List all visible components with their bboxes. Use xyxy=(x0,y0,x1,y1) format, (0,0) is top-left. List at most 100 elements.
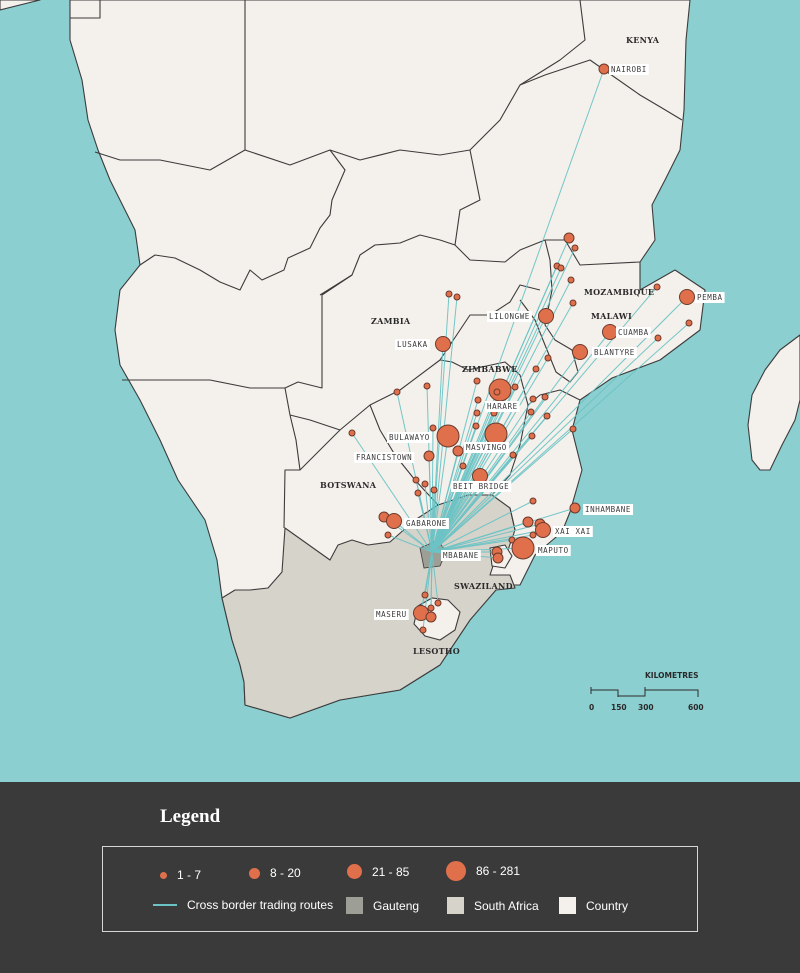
city-label-background xyxy=(464,442,509,453)
city-marker[interactable] xyxy=(598,63,610,75)
scale-title: KILOMETRES xyxy=(645,671,699,680)
legend-panel: Legend 1 - 7 8 - 20 21 - 85 86 - 281 Cro… xyxy=(0,782,800,973)
trade-route-line xyxy=(431,331,611,553)
city-marker[interactable] xyxy=(535,522,551,538)
city-label: PEMBA xyxy=(697,293,723,302)
city-marker[interactable] xyxy=(492,552,504,564)
city-marker[interactable] xyxy=(679,289,695,305)
city-marker[interactable] xyxy=(473,377,481,385)
city-marker[interactable] xyxy=(436,424,460,448)
city-marker[interactable] xyxy=(529,497,537,505)
city-marker[interactable] xyxy=(419,626,427,634)
city-marker[interactable] xyxy=(529,531,537,539)
trade-route-line xyxy=(431,343,444,553)
size-2-dot-icon xyxy=(249,867,260,879)
city-marker[interactable] xyxy=(452,445,464,457)
city-marker[interactable] xyxy=(435,336,451,352)
city-marker[interactable] xyxy=(654,334,662,342)
trade-route-line xyxy=(431,454,514,553)
legend-south-africa-label: South Africa xyxy=(474,898,539,913)
city-marker[interactable] xyxy=(453,293,461,301)
legend-size-1-label: 1 - 7 xyxy=(177,868,202,882)
city-marker[interactable] xyxy=(528,432,536,440)
city-marker[interactable] xyxy=(572,344,588,360)
city-marker[interactable] xyxy=(602,324,618,340)
trade-route-line xyxy=(431,337,659,553)
city-marker[interactable] xyxy=(445,290,453,298)
city-marker[interactable] xyxy=(434,599,442,607)
city-marker[interactable] xyxy=(543,412,551,420)
legend-size-2: 8 - 20 xyxy=(249,866,301,880)
legend-box: 1 - 7 8 - 20 21 - 85 86 - 281 Cross bord… xyxy=(102,846,698,932)
city-marker[interactable] xyxy=(567,276,575,284)
city-marker[interactable] xyxy=(430,486,438,494)
legend-gauteng-label: Gauteng xyxy=(373,898,420,913)
city-marker[interactable] xyxy=(472,422,480,430)
city-marker[interactable] xyxy=(474,396,482,404)
city-marker[interactable] xyxy=(569,299,577,307)
city-label-background xyxy=(451,481,512,492)
city-marker[interactable] xyxy=(509,451,517,459)
city-marker[interactable] xyxy=(557,264,565,272)
city-marker[interactable] xyxy=(386,513,402,529)
legend-title: Legend xyxy=(160,806,221,827)
city-label-background xyxy=(485,401,520,412)
city-marker[interactable] xyxy=(532,365,540,373)
city-marker[interactable] xyxy=(529,395,537,403)
city-label: INHAMBANE xyxy=(585,505,631,514)
city-marker[interactable] xyxy=(427,604,435,612)
trade-route-line xyxy=(431,551,439,604)
city-marker[interactable] xyxy=(488,378,512,402)
city-marker[interactable] xyxy=(384,531,392,539)
country-label: LESOTHO xyxy=(413,646,460,656)
city-label: HARARE xyxy=(487,402,518,411)
city-marker[interactable] xyxy=(522,516,534,528)
city-marker[interactable] xyxy=(527,408,535,416)
city-marker[interactable] xyxy=(493,388,501,396)
city-marker[interactable] xyxy=(429,424,437,432)
legend-size-3-label: 21 - 85 xyxy=(372,864,410,879)
city-marker[interactable] xyxy=(421,480,429,488)
scale-tick-0: 0 xyxy=(589,703,594,712)
trade-route-line xyxy=(431,357,549,553)
city-marker[interactable] xyxy=(511,536,535,560)
scale-tick-150: 150 xyxy=(611,703,627,712)
city-marker[interactable] xyxy=(393,388,401,396)
city-marker[interactable] xyxy=(569,502,581,514)
legend-routes-label: Cross border trading routes xyxy=(187,898,334,912)
city-marker[interactable] xyxy=(423,382,431,390)
city-label-background xyxy=(553,526,593,537)
country-label: ZIMBABWE xyxy=(462,364,518,374)
city-label-background xyxy=(487,311,532,322)
city-marker[interactable] xyxy=(484,422,508,446)
size-3-dot-icon xyxy=(347,864,362,879)
city-label: BLANTYRE xyxy=(594,348,635,357)
city-marker[interactable] xyxy=(348,429,356,437)
country-label: SWAZILAND xyxy=(454,581,513,591)
country-label: ZAMBIA xyxy=(371,316,411,326)
size-1-dot-icon xyxy=(160,871,167,879)
city-marker[interactable] xyxy=(425,611,437,623)
city-marker[interactable] xyxy=(423,450,435,462)
trade-route-line xyxy=(387,534,433,553)
city-label: XAI XAI xyxy=(555,527,591,536)
city-marker[interactable] xyxy=(569,425,577,433)
city-marker[interactable] xyxy=(459,462,467,470)
trade-route-line xyxy=(431,500,534,553)
city-marker[interactable] xyxy=(563,232,575,244)
city-label: MAPUTO xyxy=(538,546,569,555)
city-marker[interactable] xyxy=(685,319,693,327)
city-marker[interactable] xyxy=(541,393,549,401)
city-marker[interactable] xyxy=(414,489,422,497)
city-marker[interactable] xyxy=(473,409,481,417)
city-marker[interactable] xyxy=(653,283,661,291)
city-marker[interactable] xyxy=(511,383,519,391)
trade-route-line xyxy=(420,551,433,614)
trade-route-line xyxy=(431,465,464,553)
city-marker[interactable] xyxy=(571,244,579,252)
city-label: MBABANE xyxy=(443,551,479,560)
city-marker[interactable] xyxy=(412,476,420,484)
city-marker[interactable] xyxy=(538,308,554,324)
city-marker[interactable] xyxy=(544,354,552,362)
city-marker[interactable] xyxy=(421,591,429,599)
